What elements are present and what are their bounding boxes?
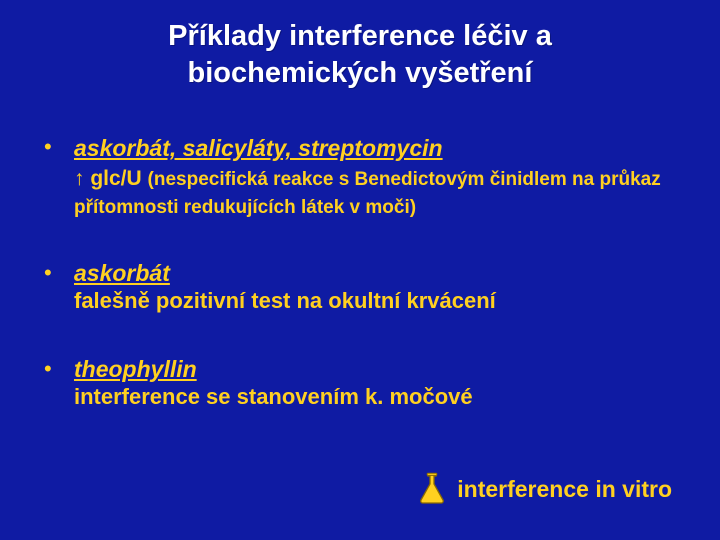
bullet-heading: askorbát xyxy=(74,260,680,287)
bullet-content: askorbát falešně pozitivní test na okult… xyxy=(74,260,680,316)
bullet-marker: • xyxy=(40,260,74,286)
bullet-heading: theophyllin xyxy=(74,356,680,383)
bullet-heading: askorbát, salicyláty, streptomycin xyxy=(74,134,680,163)
title-line-1: Příklady interference léčiv a xyxy=(168,20,552,52)
bullet-subtext: ↑ glc/U (nespecifická reakce s Benedicto… xyxy=(74,165,680,220)
slide-title: Příklady interference léčiv a biochemick… xyxy=(40,18,680,92)
bullet-content: theophyllin interference se stanovením k… xyxy=(74,356,680,412)
bullet-line: falešně pozitivní test na okultní krváce… xyxy=(74,287,680,316)
bullet-line: interference se stanovením k. močové xyxy=(74,383,680,412)
title-line-2: biochemických vyšetření xyxy=(188,57,533,89)
footer-text: interference in vitro xyxy=(457,476,672,503)
bullet-item: • theophyllin interference se stanovením… xyxy=(40,356,680,412)
bullet-item: • askorbát, salicyláty, streptomycin ↑ g… xyxy=(40,134,680,220)
flask-icon xyxy=(417,472,447,506)
bullet-marker: • xyxy=(40,134,74,160)
bullet-content: askorbát, salicyláty, streptomycin ↑ glc… xyxy=(74,134,680,220)
slide: Příklady interference léčiv a biochemick… xyxy=(0,0,720,540)
sub-prefix: ↑ glc/U xyxy=(74,167,148,190)
bullet-marker: • xyxy=(40,356,74,382)
sub-paren: (nespecifická reakce s Benedictovým čini… xyxy=(74,169,661,218)
bullet-item: • askorbát falešně pozitivní test na oku… xyxy=(40,260,680,316)
footer: interference in vitro xyxy=(417,472,672,506)
